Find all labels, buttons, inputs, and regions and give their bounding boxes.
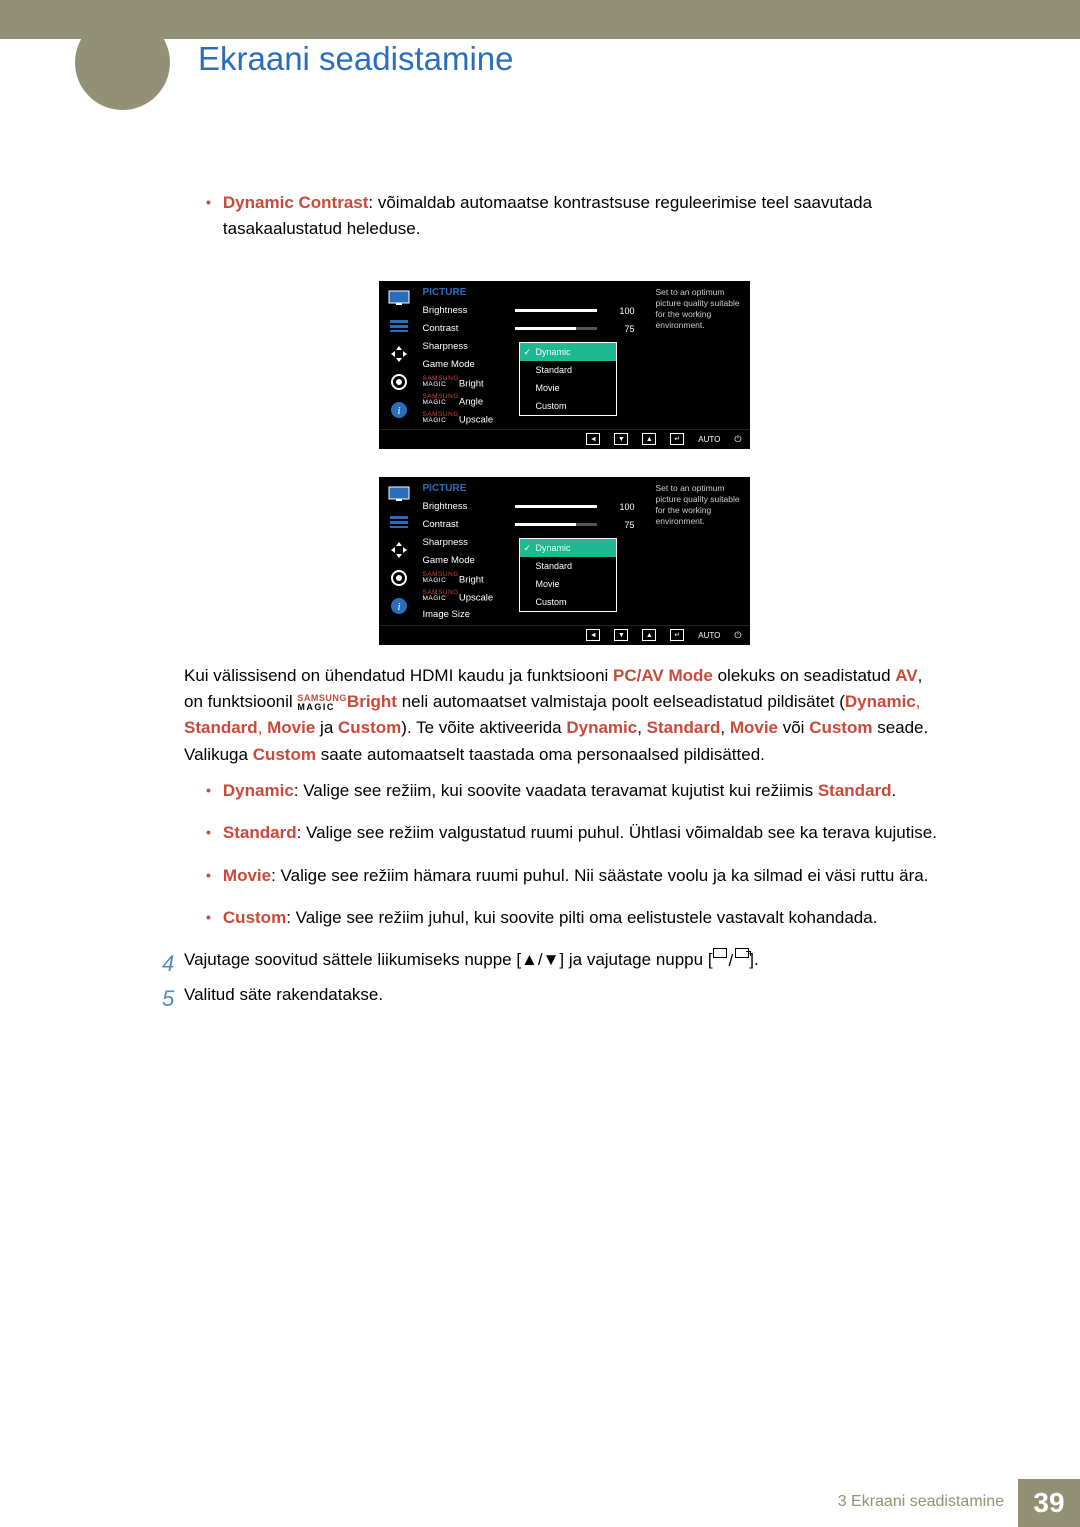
gear-icon (388, 373, 410, 391)
nav-power-icon: ⏻ (734, 434, 741, 445)
contrast-value: 75 (607, 324, 635, 334)
svg-text:i: i (397, 405, 400, 417)
body-paragraph: Kui välissisend on ühendatud HDMI kaudu … (184, 663, 944, 768)
dd-custom: Custom (520, 593, 616, 611)
dd-movie: Movie (520, 575, 616, 593)
step-number-4: 4 (162, 947, 174, 981)
label-magic-bright: SAMSUNGMAGICBright (423, 376, 515, 390)
label-magic-upscale: SAMSUNGMAGICUpscale (423, 412, 515, 426)
osd-title: PICTURE (423, 483, 650, 494)
nav-down-icon: ▼ (614, 433, 628, 445)
step-number-5: 5 (162, 982, 174, 1016)
brightness-value: 100 (607, 502, 635, 512)
brightness-value: 100 (607, 306, 635, 316)
lines-icon (388, 513, 410, 531)
nav-left-icon: ◄ (586, 629, 600, 641)
nav-enter-icon: ↵ (670, 629, 684, 641)
chapter-number-circle (75, 15, 170, 110)
dd-dynamic: Dynamic (520, 539, 616, 557)
osd-sidebar-icons: i (379, 287, 419, 429)
label-contrast: Contrast (423, 519, 515, 530)
label-game-mode: Game Mode (423, 359, 515, 370)
step-4: 4 Vajutage soovitud sättele liikumiseks … (184, 947, 944, 974)
page-title: Ekraani seadistamine (198, 40, 522, 82)
label-magic-bright: SAMSUNGMAGICBright (423, 572, 515, 586)
label-game-mode: Game Mode (423, 555, 515, 566)
source-enter-icon: / (713, 948, 750, 974)
page-footer: 3 Ekraani seadistamine 39 (0, 1479, 1080, 1527)
nav-power-icon: ⏻ (734, 630, 741, 641)
info-icon: i (388, 401, 410, 419)
label-brightness: Brightness (423, 501, 515, 512)
osd-dropdown: Dynamic Standard Movie Custom (519, 342, 617, 416)
monitor-icon (388, 289, 410, 307)
dd-standard: Standard (520, 557, 616, 575)
bullet-dot-icon: • (206, 190, 211, 253)
bullet-dot-icon: • (206, 778, 211, 814)
up-down-icon: ▲/▼ (521, 950, 559, 969)
arrows-icon (388, 345, 410, 363)
bullet-movie: • Movie: Valige see režiim hämara ruumi … (184, 863, 944, 899)
osd-help-text: Set to an optimum picture quality suitab… (650, 483, 750, 625)
page-number: 39 (1018, 1479, 1080, 1527)
gear-icon (388, 569, 410, 587)
bullet-standard: • Standard: Valige see režiim valgustatu… (184, 820, 944, 856)
osd-nav-bar: ◄ ▼ ▲ ↵ AUTO ⏻ (379, 625, 750, 645)
dd-dynamic: Dynamic (520, 343, 616, 361)
osd-sidebar-icons: i (379, 483, 419, 625)
bullet-dot-icon: • (206, 863, 211, 899)
monitor-icon (388, 485, 410, 503)
footer-chapter: 3 Ekraani seadistamine (838, 1479, 1018, 1527)
osd-screenshot-1: i PICTURE Brightness 100 Contrast 75 Sharp… (184, 281, 944, 449)
osd-nav-bar: ◄ ▼ ▲ ↵ AUTO ⏻ (379, 429, 750, 449)
label-magic-upscale: SAMSUNGMAGICUpscale (423, 590, 515, 604)
nav-enter-icon: ↵ (670, 433, 684, 445)
bullet-dot-icon: • (206, 820, 211, 856)
bullet-custom: • Custom: Valige see režiim juhul, kui s… (184, 905, 944, 941)
top-bar (0, 0, 1080, 39)
term-dynamic-contrast: Dynamic Contrast (223, 193, 368, 212)
info-icon: i (388, 597, 410, 615)
dd-standard: Standard (520, 361, 616, 379)
dd-custom: Custom (520, 397, 616, 415)
label-sharpness: Sharpness (423, 341, 515, 352)
contrast-value: 75 (607, 520, 635, 530)
intro-bullet: • Dynamic Contrast: võimaldab automaatse… (184, 190, 944, 253)
bullet-dynamic: • Dynamic: Valige see režiim, kui soovit… (184, 778, 944, 814)
nav-down-icon: ▼ (614, 629, 628, 641)
nav-auto: AUTO (698, 435, 720, 444)
svg-text:i: i (397, 601, 400, 613)
osd-screenshot-2: i PICTURE Brightness 100 Contrast 75 Sharp… (184, 477, 944, 645)
label-magic-angle: SAMSUNGMAGICAngle (423, 394, 515, 408)
main-content: • Dynamic Contrast: võimaldab automaatse… (184, 190, 944, 1016)
label-image-size: Image Size (423, 609, 515, 620)
nav-up-icon: ▲ (642, 629, 656, 641)
nav-up-icon: ▲ (642, 433, 656, 445)
nav-left-icon: ◄ (586, 433, 600, 445)
label-brightness: Brightness (423, 305, 515, 316)
step-5: 5 Valitud säte rakendatakse. (184, 982, 944, 1008)
osd-dropdown: Dynamic Standard Movie Custom (519, 538, 617, 612)
label-contrast: Contrast (423, 323, 515, 334)
arrows-icon (388, 541, 410, 559)
dd-movie: Movie (520, 379, 616, 397)
label-sharpness: Sharpness (423, 537, 515, 548)
lines-icon (388, 317, 410, 335)
osd-help-text: Set to an optimum picture quality suitab… (650, 287, 750, 429)
nav-auto: AUTO (698, 631, 720, 640)
osd-title: PICTURE (423, 287, 650, 298)
bullet-dot-icon: • (206, 905, 211, 941)
